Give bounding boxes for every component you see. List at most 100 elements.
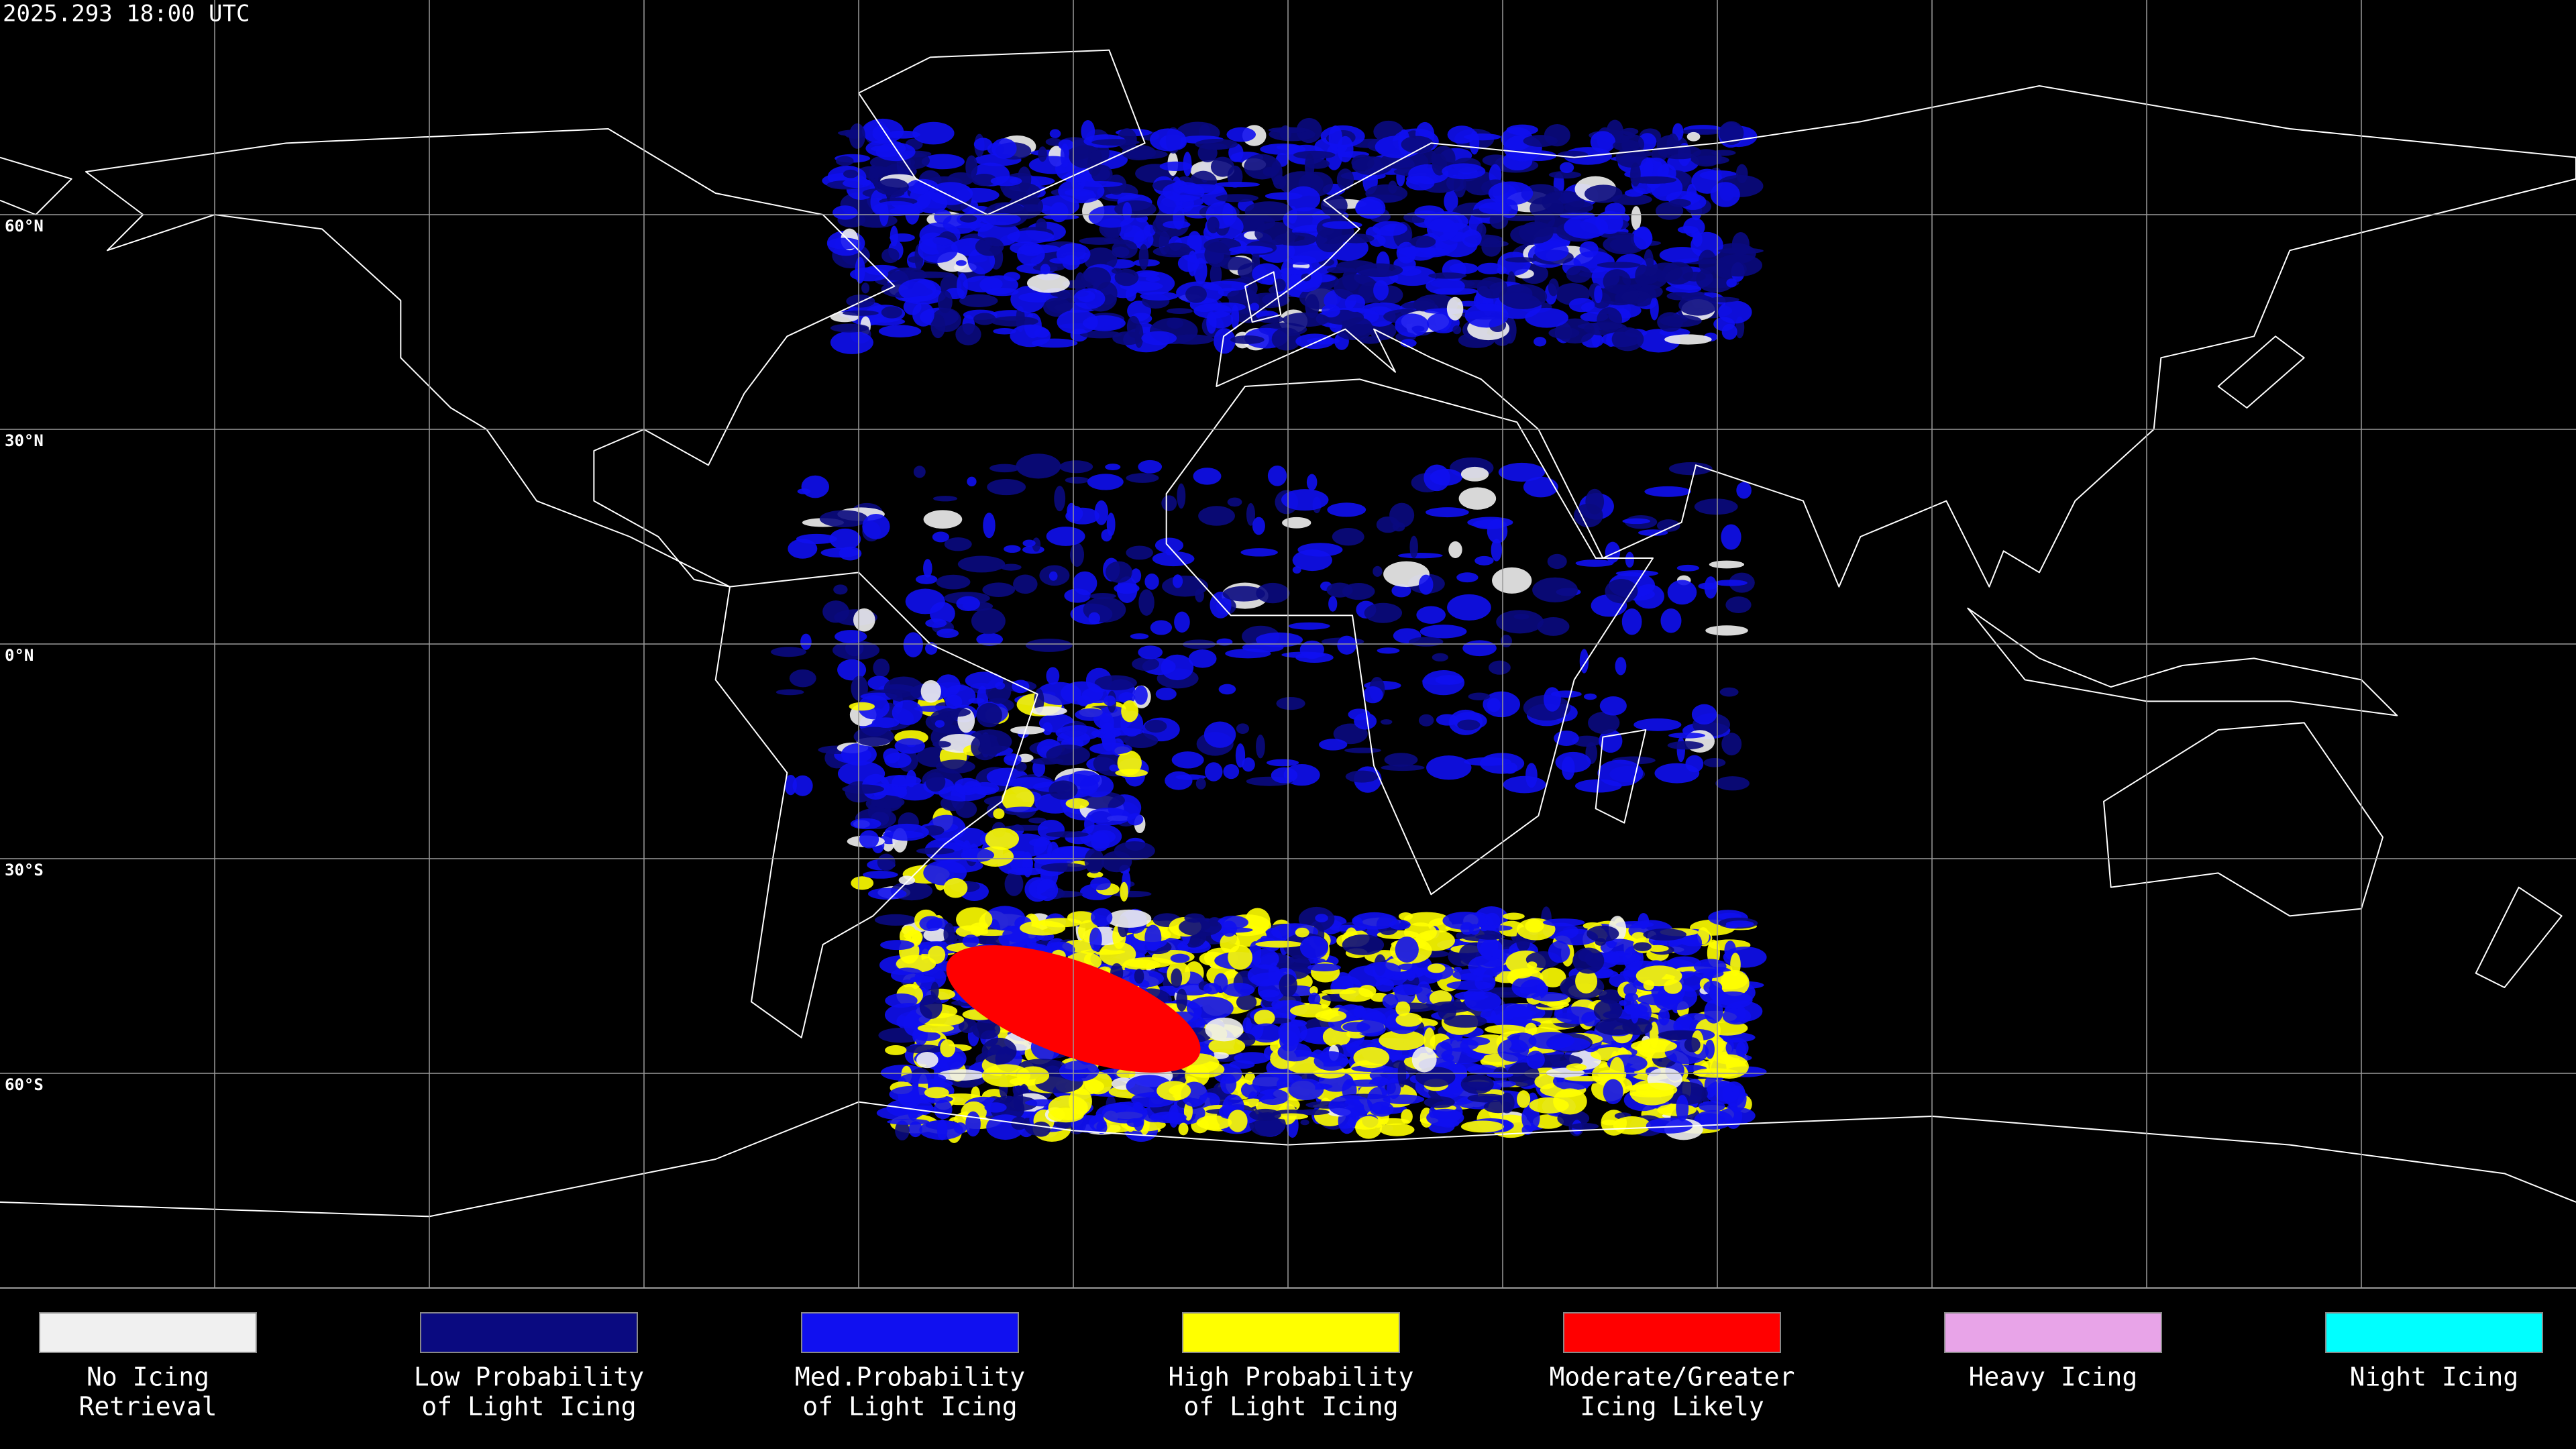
icing-cell xyxy=(1458,487,1497,510)
icing-cell xyxy=(1297,543,1343,557)
icing-cell xyxy=(792,775,813,796)
icing-cell xyxy=(925,619,947,628)
icing-cell xyxy=(932,531,949,543)
icing-cell xyxy=(1333,723,1368,745)
icing-cell xyxy=(1452,325,1462,335)
timestamp: 2025.293 18:00 UTC xyxy=(3,1,250,28)
icing-cell xyxy=(1171,751,1204,769)
icing-cell xyxy=(1382,994,1399,1009)
icing-cell xyxy=(1240,548,1278,557)
icing-cell xyxy=(1144,573,1159,590)
icing-cell xyxy=(1611,327,1644,352)
icing-cell xyxy=(1345,770,1379,783)
icing-cell xyxy=(1566,1063,1587,1071)
icing-cell xyxy=(1395,1012,1423,1027)
icing-cell xyxy=(1196,1115,1232,1130)
icing-cell xyxy=(1195,777,1206,790)
icing-cell xyxy=(1081,267,1112,290)
icing-cell xyxy=(1621,127,1639,136)
icing-cell xyxy=(1332,527,1364,546)
icing-cell xyxy=(1447,594,1491,621)
icing-cell xyxy=(1178,184,1225,193)
icing-cell xyxy=(1464,133,1501,141)
icing-cell xyxy=(1698,582,1719,590)
icing-cell xyxy=(1215,927,1253,933)
icing-cell xyxy=(1566,266,1591,283)
icing-cell xyxy=(1010,726,1045,735)
icing-cell xyxy=(1564,1075,1611,1081)
icing-cell xyxy=(1603,1079,1623,1105)
icing-cell xyxy=(801,475,829,498)
icing-cell xyxy=(1319,739,1348,751)
icing-cell xyxy=(1546,1001,1570,1008)
icing-cell xyxy=(1568,298,1595,313)
icing-cell xyxy=(1075,708,1107,721)
icing-cell xyxy=(1279,267,1311,275)
icing-cell xyxy=(936,759,975,774)
icing-cell xyxy=(1179,917,1222,936)
icing-cell xyxy=(1676,564,1700,572)
icing-cell xyxy=(923,510,963,529)
icing-cell xyxy=(875,178,909,195)
icing-cell xyxy=(919,994,943,1019)
icing-cell xyxy=(1633,942,1652,951)
icing-cell xyxy=(1730,953,1741,977)
icing-cell xyxy=(1709,1054,1749,1079)
icing-cell xyxy=(1646,945,1669,953)
icing-cell xyxy=(1709,560,1745,569)
icing-cell xyxy=(1242,1017,1252,1034)
icing-cell xyxy=(1622,518,1651,525)
icing-cell xyxy=(1534,241,1569,262)
icing-cell xyxy=(1266,759,1299,767)
icing-cell xyxy=(953,827,987,848)
icing-cell xyxy=(925,772,946,792)
icing-cell xyxy=(1313,1051,1348,1071)
icing-cell xyxy=(955,260,967,266)
icing-cell xyxy=(1391,584,1411,598)
icing-cell xyxy=(989,464,1020,473)
icing-cell xyxy=(1049,780,1078,800)
icing-cell xyxy=(916,1051,938,1069)
icing-cell xyxy=(1124,957,1173,969)
icing-cell xyxy=(1397,553,1443,559)
icing-cell xyxy=(1106,513,1116,537)
icing-cell xyxy=(880,940,914,951)
icing-cell xyxy=(1418,574,1434,595)
icing-cell xyxy=(1548,170,1582,179)
icing-cell xyxy=(966,786,997,794)
legend-swatch xyxy=(420,1312,638,1353)
icing-cell xyxy=(846,294,875,308)
icing-cell xyxy=(1401,1109,1413,1124)
icing-cell xyxy=(1028,817,1046,824)
icing-cell xyxy=(1660,315,1702,327)
icing-cell xyxy=(1079,330,1122,339)
icing-cell xyxy=(1167,317,1184,329)
icing-cell xyxy=(1002,182,1041,201)
icing-cell xyxy=(1355,263,1403,278)
icing-cell xyxy=(904,1044,944,1054)
icing-cell xyxy=(1684,1037,1701,1053)
icing-cell xyxy=(1121,700,1139,722)
icing-cell xyxy=(1356,1019,1385,1035)
icing-cell xyxy=(1499,284,1548,309)
icing-cell xyxy=(1599,696,1627,716)
icing-cell xyxy=(1719,121,1744,146)
icing-cell xyxy=(1244,201,1293,222)
icing-cell xyxy=(878,325,922,338)
icing-cell xyxy=(1640,158,1654,178)
icing-cell xyxy=(1595,938,1607,946)
icing-cell xyxy=(1597,759,1644,787)
icing-cell xyxy=(1252,517,1265,535)
icing-cell xyxy=(1488,181,1534,205)
icing-cell xyxy=(1525,1022,1538,1036)
icing-cell xyxy=(1231,305,1240,330)
icing-cell xyxy=(1344,747,1381,753)
icing-cell xyxy=(1401,136,1434,154)
icing-cell xyxy=(871,717,900,728)
icing-cell xyxy=(885,993,918,1008)
icing-cell xyxy=(928,182,973,205)
icing-cell xyxy=(881,270,928,282)
icing-cell xyxy=(1333,274,1378,301)
